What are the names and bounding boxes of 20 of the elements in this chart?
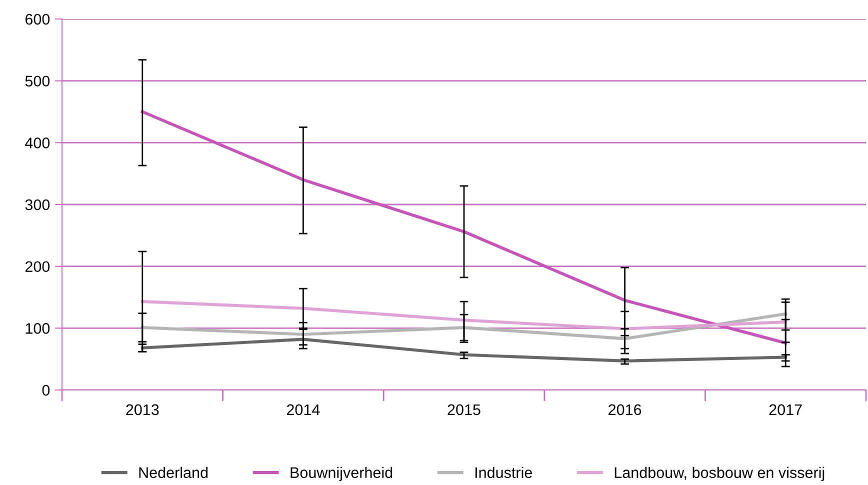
y-tick-label: 100	[26, 323, 50, 334]
x-tick-label: 2013	[126, 404, 159, 416]
y-tick-label: 300	[25, 199, 50, 210]
y-tick-label: 0	[42, 384, 50, 396]
x-tick-label: 2014	[286, 404, 320, 416]
y-tick-label: 200	[25, 261, 50, 272]
x-tick-label: 2015	[448, 404, 480, 416]
legend-label: Industrie	[475, 466, 532, 478]
legend-label: Landbouw, bosbouw en visserij	[614, 466, 824, 482]
x-tick-label: 2016	[608, 404, 642, 416]
line-series	[140, 300, 788, 330]
line-series	[140, 110, 788, 345]
y-tick-label: 600	[25, 14, 50, 25]
y-tick-label: 400	[25, 138, 50, 148]
legend-label: Bouwnijverheid	[290, 466, 392, 482]
y-tick-label: 500	[25, 76, 50, 87]
line-series	[140, 338, 788, 362]
line-series	[140, 312, 788, 340]
legend-label: Nederland	[139, 466, 208, 478]
x-tick-label: 2017	[769, 404, 802, 416]
